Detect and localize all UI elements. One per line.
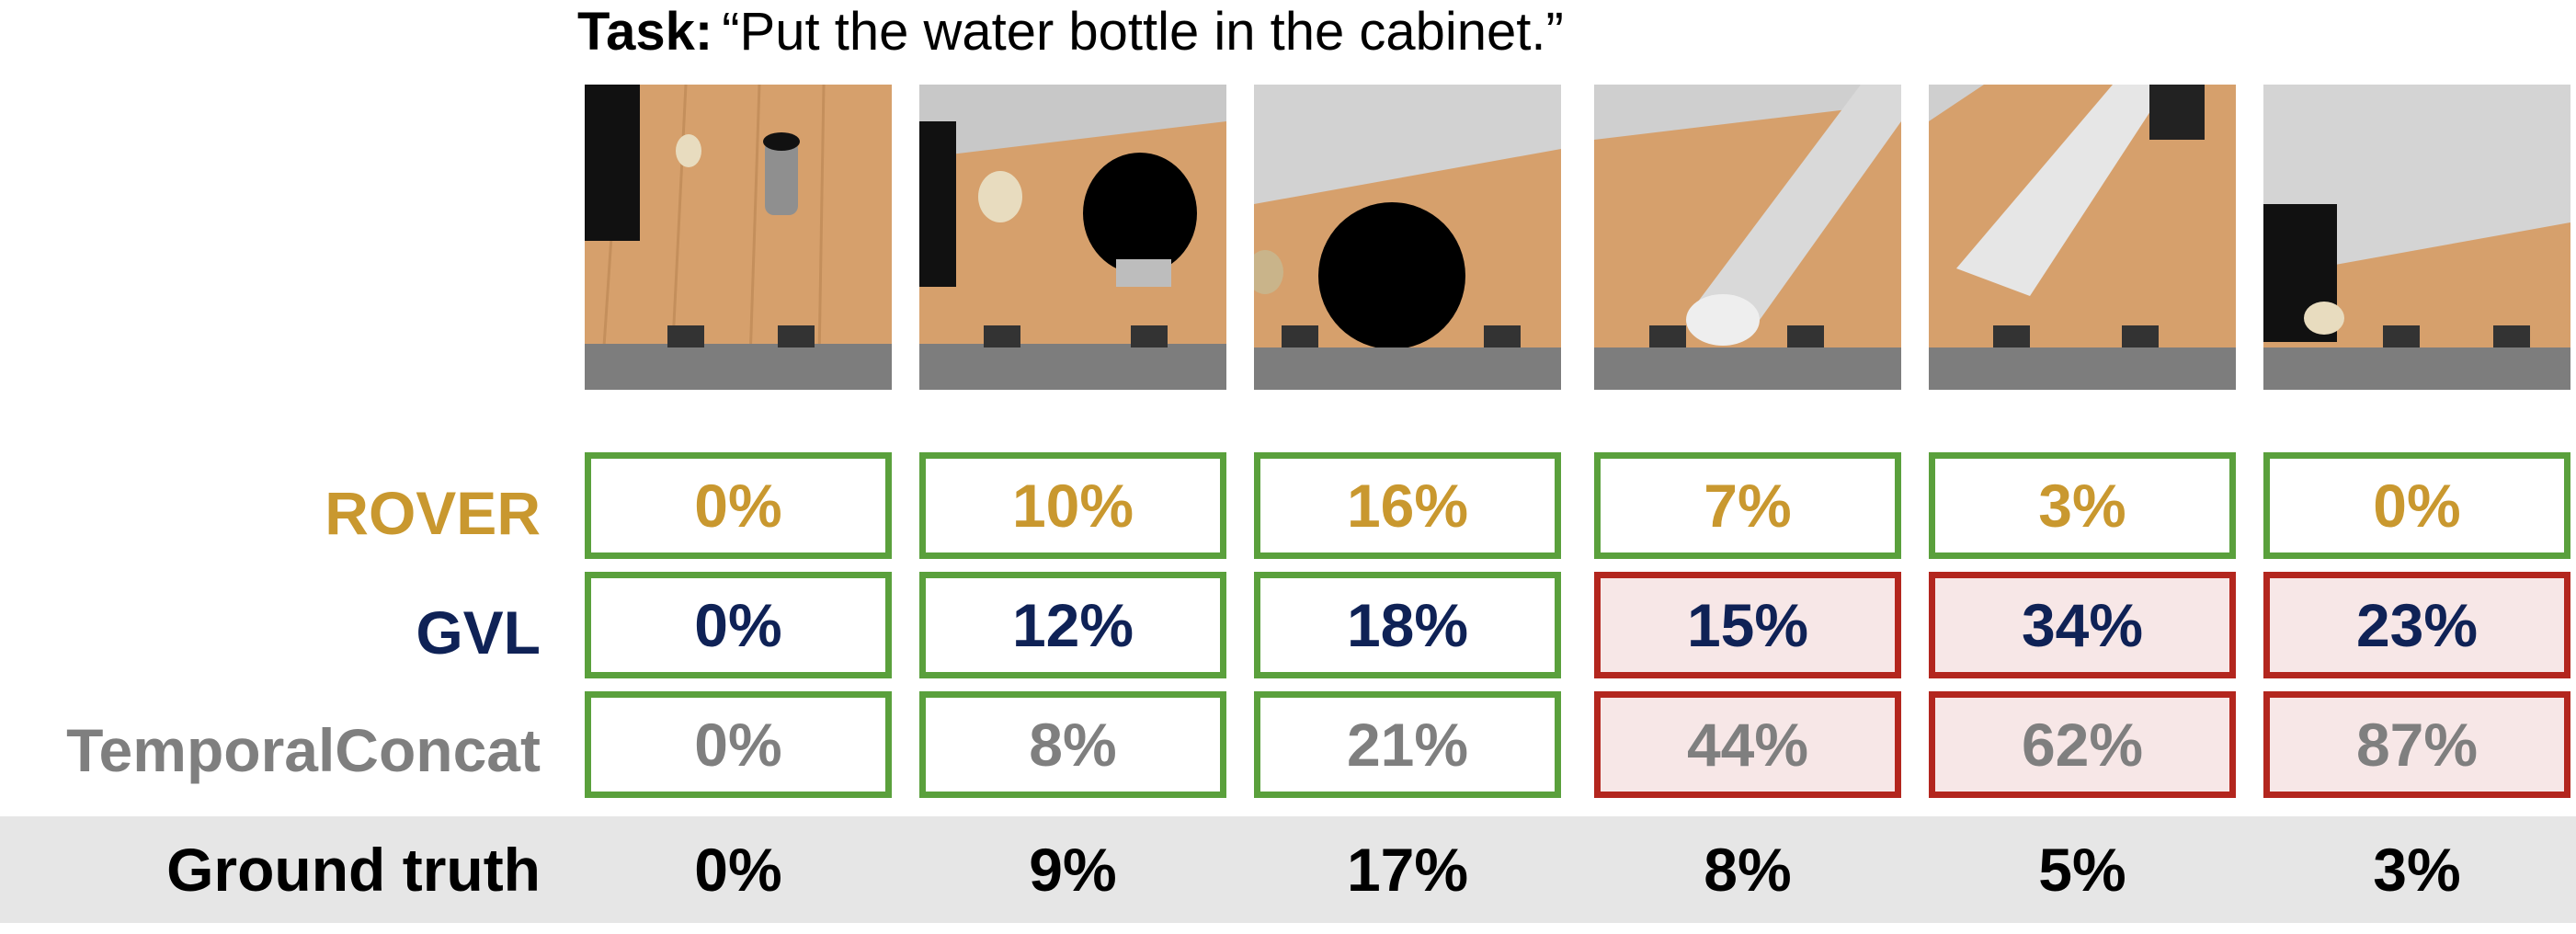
ground-truth-cell-4: 8% [1704, 836, 1792, 904]
temporal-cell-3: 21% [1254, 691, 1561, 798]
temporal-cell-2: 8% [919, 691, 1226, 798]
gvl-cell-6: 23% [2263, 572, 2570, 678]
row-label-ground-truth: Ground truth [166, 836, 541, 904]
ground-truth-cell-5: 5% [2038, 836, 2126, 904]
ground-truth-cell-3: 17% [1346, 836, 1469, 904]
ground-truth-cell-6: 3% [2373, 836, 2461, 904]
frame-2 [919, 85, 1226, 390]
gvl-cell-3: 18% [1254, 572, 1561, 678]
rover-cell-2: 10% [919, 452, 1226, 559]
row-label-rover: ROVER [325, 479, 541, 547]
rover-cell-3: 16% [1254, 452, 1561, 559]
gvl-cell-4: 15% [1594, 572, 1901, 678]
rover-cell-5: 3% [1929, 452, 2236, 559]
gvl-cell-5: 34% [1929, 572, 2236, 678]
temporal-cell-4: 44% [1594, 691, 1901, 798]
rover-cell-4: 7% [1594, 452, 1901, 559]
temporal-cell-6: 87% [2263, 691, 2570, 798]
task-prefix: Task: [577, 2, 713, 62]
task-text: “Put the water bottle in the cabinet.” [722, 2, 1564, 62]
task-caption: Task: “Put the water bottle in the cabine… [577, 0, 1564, 64]
row-label-gvl: GVL [416, 598, 541, 666]
rover-cell-6: 0% [2263, 452, 2570, 559]
frame-3 [1254, 85, 1561, 390]
ground-truth-cell-1: 0% [694, 836, 782, 904]
row-label-temporal: TemporalConcat [66, 716, 541, 784]
frame-4 [1594, 85, 1901, 390]
temporal-cell-5: 62% [1929, 691, 2236, 798]
ground-truth-cell-2: 9% [1029, 836, 1117, 904]
rover-cell-1: 0% [585, 452, 892, 559]
gvl-cell-1: 0% [585, 572, 892, 678]
frame-1 [585, 85, 892, 390]
frame-6 [2263, 85, 2570, 390]
frame-5 [1929, 85, 2236, 390]
temporal-cell-1: 0% [585, 691, 892, 798]
ground-truth-band [0, 816, 2576, 923]
gvl-cell-2: 12% [919, 572, 1226, 678]
